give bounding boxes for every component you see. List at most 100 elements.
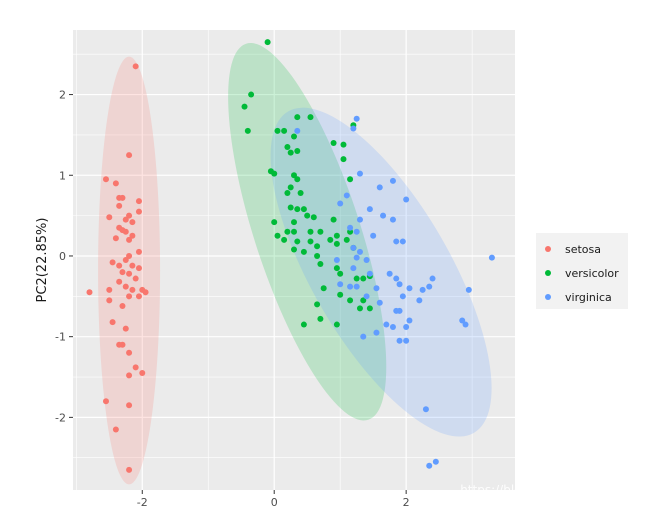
versicolor-point bbox=[320, 285, 327, 292]
setosa-point bbox=[135, 293, 142, 300]
versicolor-point bbox=[291, 172, 297, 179]
virginica-point bbox=[376, 184, 383, 191]
setosa-point bbox=[135, 265, 142, 272]
legend-key-setosa bbox=[545, 246, 551, 252]
versicolor-point bbox=[347, 176, 354, 183]
virginica-point bbox=[356, 170, 363, 177]
virginica-point bbox=[396, 337, 403, 344]
versicolor-point bbox=[360, 297, 367, 304]
setosa-point bbox=[126, 212, 133, 219]
virginica-point bbox=[389, 177, 396, 184]
virginica-point bbox=[350, 125, 357, 132]
setosa-point bbox=[106, 214, 113, 221]
virginica-point bbox=[376, 299, 383, 306]
tick-labels: -2 0 2 -2 -1 0 1 2 bbox=[55, 89, 410, 509]
legend-label-virginica: virginica bbox=[565, 291, 612, 304]
versicolor-point bbox=[304, 212, 311, 219]
versicolor-point bbox=[307, 238, 314, 245]
virginica-point bbox=[419, 286, 426, 293]
virginica-point bbox=[403, 196, 410, 203]
x-tick-label: 2 bbox=[403, 496, 410, 509]
versicolor-point bbox=[281, 127, 288, 134]
axis-ticks bbox=[69, 94, 407, 494]
versicolor-point bbox=[314, 252, 321, 259]
panel-background bbox=[73, 30, 515, 490]
virginica-point bbox=[432, 458, 439, 465]
virginica-point bbox=[360, 333, 367, 340]
versicolor-point bbox=[333, 321, 340, 328]
versicolor-point bbox=[343, 236, 350, 243]
versicolor-point bbox=[281, 236, 288, 243]
versicolor-point bbox=[271, 219, 278, 226]
virginica-point bbox=[380, 212, 387, 219]
setosa-point bbox=[139, 369, 146, 376]
versicolor-point bbox=[248, 91, 255, 98]
virginica-point bbox=[426, 283, 433, 290]
setosa-point bbox=[129, 232, 136, 239]
virginica-point bbox=[373, 285, 380, 292]
versicolor-point bbox=[284, 190, 291, 197]
virginica-point bbox=[350, 265, 357, 272]
versicolor-point bbox=[297, 190, 304, 197]
versicolor-point bbox=[291, 133, 297, 140]
versicolor-point bbox=[291, 246, 297, 253]
virginica-point bbox=[416, 297, 423, 304]
virginica-point bbox=[393, 238, 400, 245]
versicolor-point bbox=[307, 228, 314, 235]
virginica-point bbox=[353, 254, 360, 261]
versicolor-point bbox=[274, 232, 281, 239]
setosa-point bbox=[126, 293, 133, 300]
virginica-point bbox=[396, 307, 403, 314]
legend-key-versicolor bbox=[545, 270, 551, 276]
setosa-point bbox=[122, 216, 129, 223]
point-layer bbox=[86, 39, 495, 473]
setosa-point bbox=[126, 270, 133, 277]
virginica-point bbox=[356, 216, 363, 223]
virginica-point bbox=[396, 281, 403, 288]
versicolor-point bbox=[333, 265, 340, 272]
versicolor-point bbox=[300, 206, 307, 213]
setosa-point bbox=[126, 236, 133, 243]
virginica-point bbox=[399, 293, 406, 300]
virginica-point bbox=[356, 248, 363, 255]
virginica-point bbox=[343, 192, 350, 199]
setosa-point bbox=[106, 286, 113, 293]
virginica-point bbox=[294, 127, 301, 134]
virginica-point bbox=[337, 200, 344, 207]
virginica-point bbox=[333, 257, 340, 263]
versicolor-point bbox=[284, 228, 291, 235]
versicolor-point bbox=[291, 228, 297, 235]
setosa-point bbox=[109, 259, 116, 266]
legend-label-setosa: setosa bbox=[565, 243, 601, 256]
y-tick-label: -2 bbox=[55, 411, 66, 424]
virginica-point bbox=[353, 283, 360, 290]
x-tick-label: 0 bbox=[271, 496, 278, 509]
versicolor-point bbox=[271, 170, 278, 177]
virginica-point bbox=[465, 286, 472, 293]
setosa-point bbox=[119, 341, 126, 348]
setosa-point bbox=[126, 152, 133, 159]
setosa-point bbox=[122, 257, 129, 263]
versicolor-point bbox=[294, 148, 301, 155]
setosa-point bbox=[122, 228, 129, 235]
virginica-point bbox=[406, 317, 413, 324]
setosa-point bbox=[116, 278, 123, 285]
versicolor-point bbox=[340, 141, 347, 148]
versicolor-point bbox=[333, 240, 340, 247]
versicolor-point bbox=[356, 305, 363, 312]
virginica-point bbox=[366, 206, 373, 213]
setosa-point bbox=[119, 303, 126, 309]
versicolor-point bbox=[317, 261, 324, 268]
setosa-point bbox=[142, 289, 149, 296]
setosa-point bbox=[116, 202, 123, 209]
virginica-point bbox=[429, 275, 436, 282]
versicolor-point bbox=[274, 127, 281, 134]
versicolor-point bbox=[333, 232, 340, 239]
versicolor-point bbox=[287, 204, 294, 211]
versicolor-point bbox=[314, 243, 321, 250]
setosa-point bbox=[122, 283, 129, 290]
virginica-point bbox=[386, 270, 393, 277]
y-tick-label: 0 bbox=[59, 250, 66, 263]
setosa-point bbox=[112, 235, 119, 242]
